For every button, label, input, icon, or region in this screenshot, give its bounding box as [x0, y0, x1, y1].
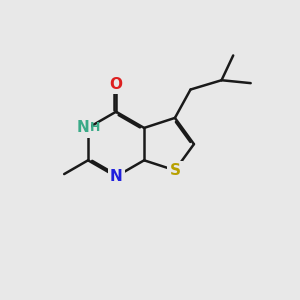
Text: O: O	[110, 77, 123, 92]
Text: N: N	[110, 169, 122, 184]
Text: N: N	[76, 120, 89, 135]
Text: H: H	[89, 121, 100, 134]
Text: S: S	[169, 163, 180, 178]
